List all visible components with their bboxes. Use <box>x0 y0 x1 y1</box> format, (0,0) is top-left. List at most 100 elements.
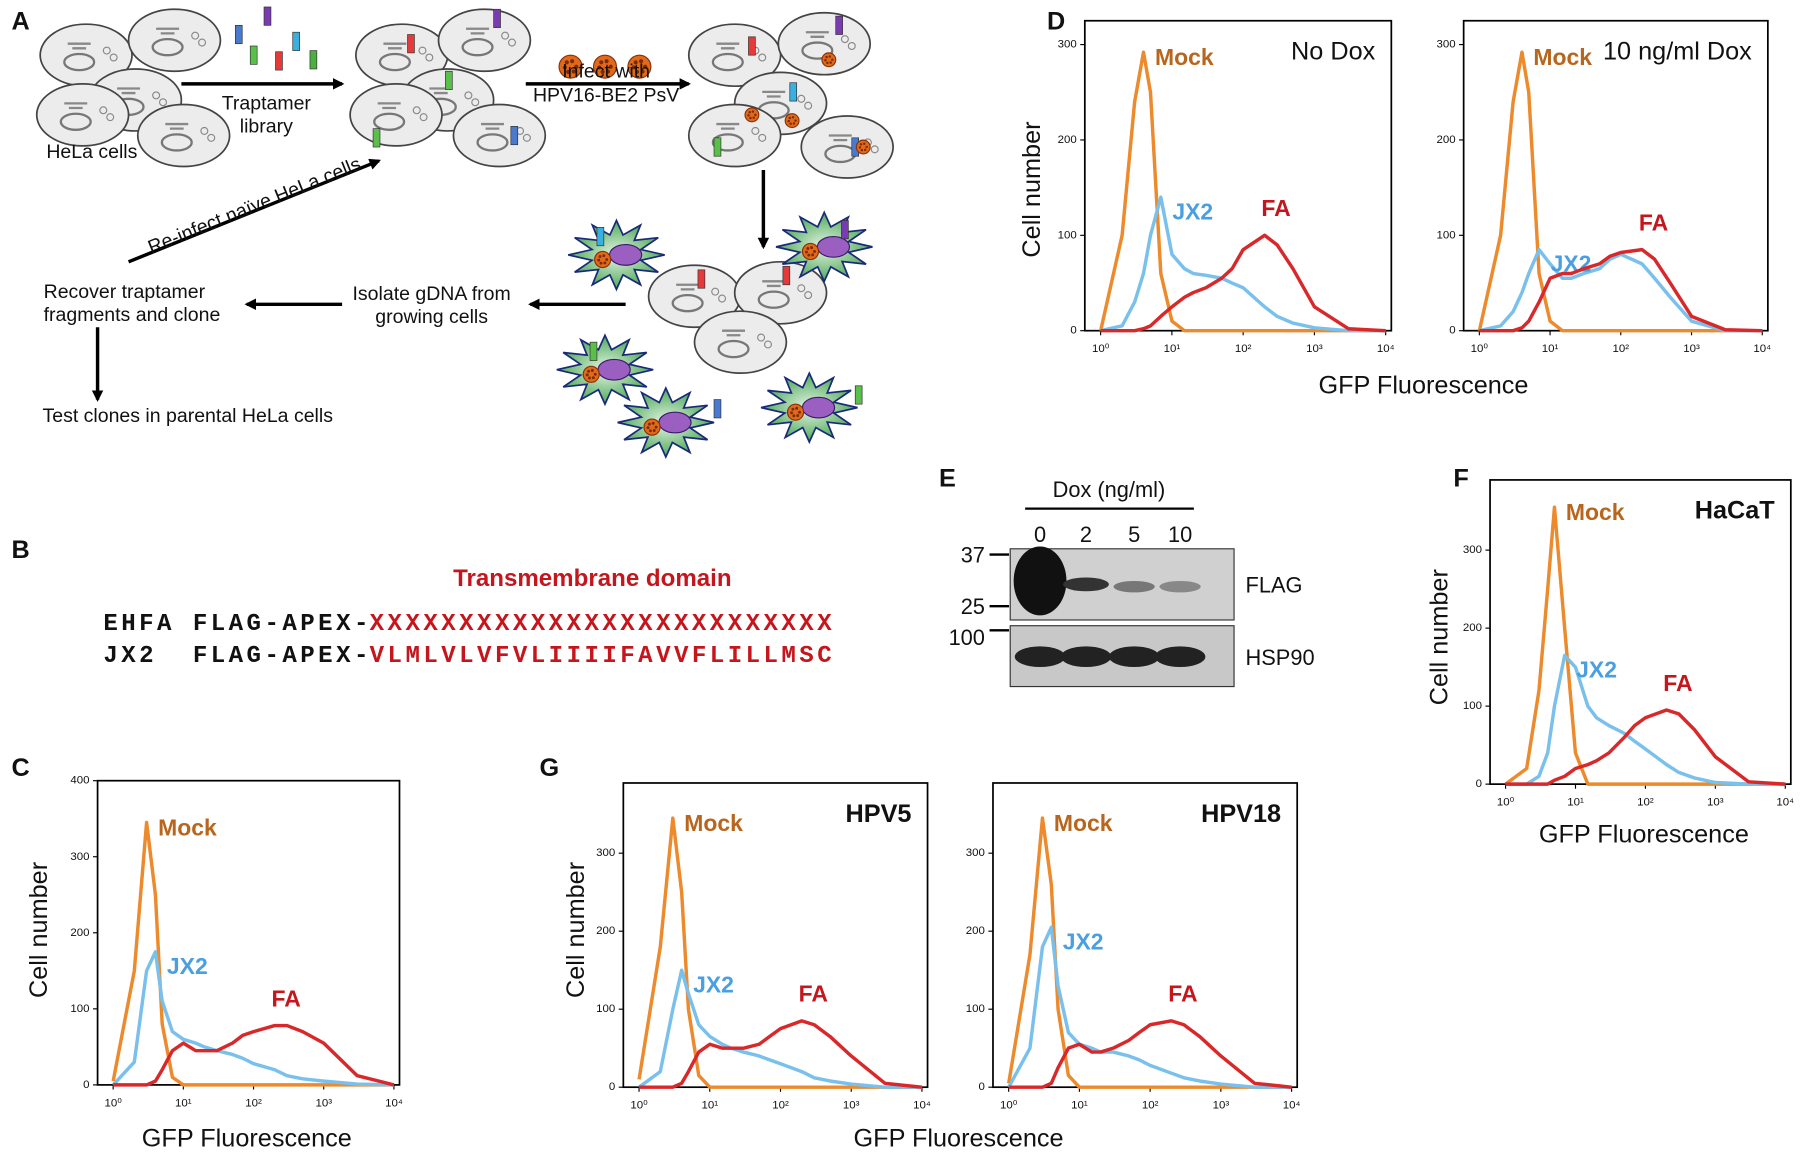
vesicle <box>207 133 216 142</box>
organelle <box>805 31 829 38</box>
virus-dot <box>647 422 651 426</box>
vesicle <box>471 98 480 107</box>
blot-title: Dox (ng/ml) <box>1053 477 1166 502</box>
x-tick-label: 10² <box>772 1100 789 1112</box>
virus-dot <box>587 369 591 373</box>
virus-dot <box>788 116 792 120</box>
nucleus <box>151 37 184 57</box>
band <box>1014 646 1066 668</box>
histogram-line <box>1007 925 1292 1089</box>
nucleus <box>658 411 692 434</box>
nucleus <box>608 244 643 266</box>
virus-dot <box>605 258 609 261</box>
x-tick-label: 10⁴ <box>913 1100 931 1112</box>
virus-dot <box>599 60 604 65</box>
band <box>1154 646 1206 668</box>
panel-letter: F <box>1453 465 1468 493</box>
nucleus <box>373 112 406 131</box>
vesicle <box>804 101 813 110</box>
x-tick-label: 10³ <box>843 1100 860 1112</box>
panel-letter: B <box>11 536 29 564</box>
x-tick-label: 10¹ <box>1164 343 1181 355</box>
virus <box>855 139 871 155</box>
vesicle <box>718 294 727 303</box>
vesicle <box>198 38 207 47</box>
series-label: FA <box>1639 209 1668 235</box>
y-tick-label: 300 <box>1436 39 1455 51</box>
x-tick-label: 10² <box>1613 343 1630 355</box>
diagram-label: Test clones in parental HeLa cells <box>42 405 333 427</box>
diagram-label: fragments and clone <box>44 304 221 326</box>
vesicle <box>109 53 118 62</box>
y-tick-label: 200 <box>70 927 89 939</box>
organelle <box>377 102 401 110</box>
diagram-label: Re-infect naïve HeLa cells <box>145 153 365 259</box>
virus-dot <box>638 59 644 64</box>
panel-annotation: HPV18 <box>1201 800 1281 828</box>
nucleus <box>711 52 744 72</box>
y-tick-label: 300 <box>966 847 985 859</box>
virus-dot <box>633 60 638 65</box>
diagram-label: growing cells <box>375 306 488 328</box>
lane-label: 5 <box>1128 522 1140 547</box>
x-tick-label: 10² <box>1235 343 1252 355</box>
panel-letter: D <box>1047 8 1065 36</box>
y-tick-label: 100 <box>1436 229 1455 241</box>
virus-dot <box>574 64 579 69</box>
virus-dot <box>807 253 811 257</box>
x-tick-label: 10³ <box>1213 1100 1230 1112</box>
virus-dot <box>606 69 611 74</box>
virus-dot <box>787 119 790 123</box>
vesicle <box>507 38 517 47</box>
series-label: FA <box>799 981 828 1007</box>
sequences: Transmembrane domain EHFA FLAG-APEX- XXX… <box>103 565 831 670</box>
organelle <box>117 87 141 95</box>
nucleus <box>476 133 509 152</box>
vesicle <box>464 91 473 100</box>
vesicle <box>99 106 108 115</box>
panel-annotation: HaCaT <box>1695 497 1776 525</box>
plot-frame <box>1462 19 1769 332</box>
virus-dot <box>634 69 640 74</box>
traptamer <box>835 15 843 35</box>
x-tick-label: 10³ <box>1683 343 1700 355</box>
y-tick-label: 200 <box>1463 622 1482 634</box>
series-label: Mock <box>158 814 217 840</box>
virus-dot <box>828 55 832 58</box>
panel-annotation: 10 ng/ml Dox <box>1603 38 1752 66</box>
diagram-label: HPV16-BE2 PsV <box>533 85 679 107</box>
traptamer <box>263 6 272 26</box>
virus-dot <box>651 421 655 425</box>
panel-letter: G <box>540 754 560 782</box>
virus-dot <box>654 425 658 429</box>
x-tick-label: 10⁴ <box>1776 797 1794 809</box>
panel-letters: A B C D E F G <box>11 8 1468 782</box>
series-label: Mock <box>1054 810 1113 836</box>
virus-dot <box>599 261 603 265</box>
virus-dot <box>796 414 800 418</box>
y-tick-label: 200 <box>596 925 615 937</box>
y-tick-label: 100 <box>966 1003 985 1015</box>
organelle <box>722 329 746 337</box>
western-blot: Dox (ng/ml) 0 2 5 10 37 25 100 FLAG HSP9… <box>949 477 1315 688</box>
series-label: Mock <box>1155 44 1214 70</box>
virus-dot <box>860 148 864 152</box>
virus <box>784 113 800 129</box>
vesicle <box>522 133 531 142</box>
traptamer <box>596 227 605 247</box>
row-label: HSP90 <box>1246 645 1315 670</box>
vesicle <box>419 113 428 122</box>
marker-label: 37 <box>961 543 985 568</box>
panel-letter: E <box>939 465 956 493</box>
virus-dot <box>597 65 602 70</box>
virus-dot <box>825 55 828 59</box>
virus-dot <box>813 250 816 253</box>
organelle <box>762 280 786 288</box>
band <box>1108 646 1160 668</box>
histogram-line <box>638 968 922 1089</box>
nucleus <box>160 133 193 152</box>
virus-dot <box>826 61 829 65</box>
x-axis-label: GFP Fluorescence <box>854 1125 1064 1153</box>
traptamer <box>789 82 798 102</box>
